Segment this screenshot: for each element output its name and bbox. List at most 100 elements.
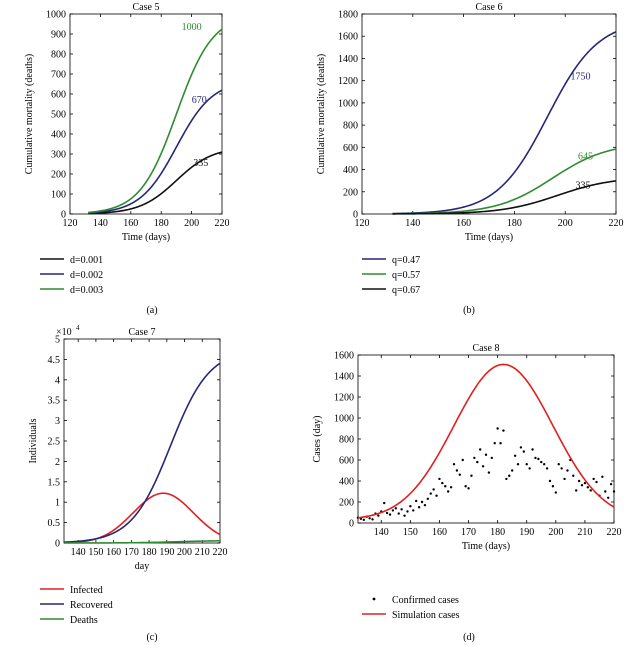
data-point — [452, 463, 456, 466]
data-point — [464, 485, 467, 488]
y-tick-label: 0 — [61, 210, 66, 221]
y-multiplier-exponent: 4 — [76, 324, 80, 332]
y-tick-label: 0 — [55, 539, 60, 550]
panel-caption: (a) — [146, 305, 157, 316]
y-axis-label: Individuals — [28, 418, 39, 463]
data-point — [542, 463, 546, 466]
x-tick-label: 160 — [456, 218, 471, 229]
data-point — [444, 485, 447, 488]
data-point — [412, 509, 415, 512]
data-point — [537, 457, 540, 461]
series-line — [88, 89, 223, 214]
y-tick-label: 600 — [343, 143, 358, 154]
x-tick-label: 160 — [106, 547, 121, 558]
data-point — [391, 509, 395, 512]
series-line — [392, 31, 617, 215]
x-tick-label: 180 — [490, 527, 505, 538]
value-annotation: 670 — [192, 95, 207, 106]
data-point — [394, 507, 398, 510]
legend-label: q=0.57 — [392, 270, 420, 281]
data-point — [400, 508, 403, 511]
data-point — [403, 514, 406, 517]
x-tick-label: 200 — [184, 218, 199, 229]
data-point — [589, 489, 592, 492]
data-point — [461, 458, 464, 462]
x-axis-label: Time (days) — [465, 232, 513, 243]
x-tick-label: 140 — [71, 547, 86, 558]
data-point — [371, 518, 374, 521]
y-tick-label: 1400 — [334, 372, 354, 383]
data-point — [513, 454, 517, 457]
data-point — [609, 482, 613, 486]
y-tick-label: 1.5 — [48, 477, 61, 488]
data-point — [601, 475, 604, 478]
x-tick-label: 190 — [159, 547, 174, 558]
chart-title: Case 8 — [473, 343, 500, 354]
y-tick-label: 2 — [55, 457, 60, 468]
legend-label: Deaths — [70, 615, 98, 626]
data-point — [478, 448, 482, 451]
data-point — [580, 484, 584, 487]
y-tick-label: 100 — [51, 190, 66, 201]
data-point — [612, 490, 616, 493]
x-tick-label: 210 — [195, 547, 210, 558]
data-point — [368, 517, 371, 520]
series-line — [357, 363, 615, 519]
legend-label: Confirmed cases — [392, 595, 459, 606]
y-tick-label: 3 — [55, 416, 60, 427]
data-point — [534, 456, 537, 460]
y-tick-label: 1000 — [46, 10, 66, 21]
data-point — [554, 491, 558, 494]
value-annotation: 335 — [575, 180, 590, 191]
data-point — [409, 505, 412, 508]
y-tick-label: 900 — [51, 30, 66, 41]
data-point — [406, 510, 409, 513]
data-point — [531, 448, 534, 451]
x-tick-label: 140 — [93, 218, 108, 229]
y-tick-label: 200 — [343, 187, 358, 198]
y-tick-label: 3.5 — [48, 396, 61, 407]
panel-b: Case 6 120 140 160 180 200 220 0 200 400 600 800 100… — [316, 2, 624, 316]
data-point — [473, 456, 476, 460]
data-point — [516, 463, 520, 466]
x-tick-label: 200 — [558, 218, 573, 229]
y-tick-label: 1800 — [338, 10, 358, 21]
y-tick-label: 1200 — [334, 393, 354, 404]
data-point — [563, 477, 566, 481]
x-tick-label: 120 — [63, 218, 78, 229]
x-tick-label: 150 — [403, 527, 418, 538]
legend-label: q=0.47 — [392, 255, 420, 266]
data-point — [481, 465, 485, 468]
legend-label: d=0.002 — [70, 270, 103, 281]
y-tick-label: 500 — [51, 110, 66, 121]
y-tick-label: 400 — [339, 477, 354, 488]
data-point — [519, 446, 523, 449]
legend-marker — [372, 597, 376, 601]
x-tick-label: 160 — [123, 218, 138, 229]
legend-label: d=0.003 — [70, 285, 103, 296]
value-annotation: 645 — [578, 152, 593, 163]
legend-label: d=0.001 — [70, 255, 103, 266]
x-tick-label: 140 — [374, 527, 389, 538]
data-point — [586, 486, 590, 489]
y-tick-label: 1 — [55, 498, 60, 509]
value-annotation: 335 — [193, 158, 208, 169]
data-point — [426, 497, 430, 501]
value-annotation: 1000 — [182, 22, 202, 33]
data-point — [420, 500, 424, 504]
data-point — [438, 477, 441, 481]
y-tick-label: 800 — [51, 50, 66, 61]
y-tick-label: 1600 — [334, 351, 354, 362]
legend-label: Simulation cases — [392, 610, 460, 621]
x-axis-label: Time (days) — [462, 541, 510, 552]
x-tick-label: 200 — [548, 527, 563, 538]
plot-frame — [361, 13, 617, 215]
data-point — [362, 518, 366, 522]
panel-caption: (d) — [463, 632, 475, 643]
data-point — [484, 453, 488, 456]
y-tick-label: 600 — [339, 456, 354, 467]
data-point — [566, 469, 569, 472]
data-point — [414, 499, 418, 503]
x-tick-label: 190 — [519, 527, 534, 538]
y-axis-label: Cumulative mortality (deaths) — [24, 54, 35, 175]
